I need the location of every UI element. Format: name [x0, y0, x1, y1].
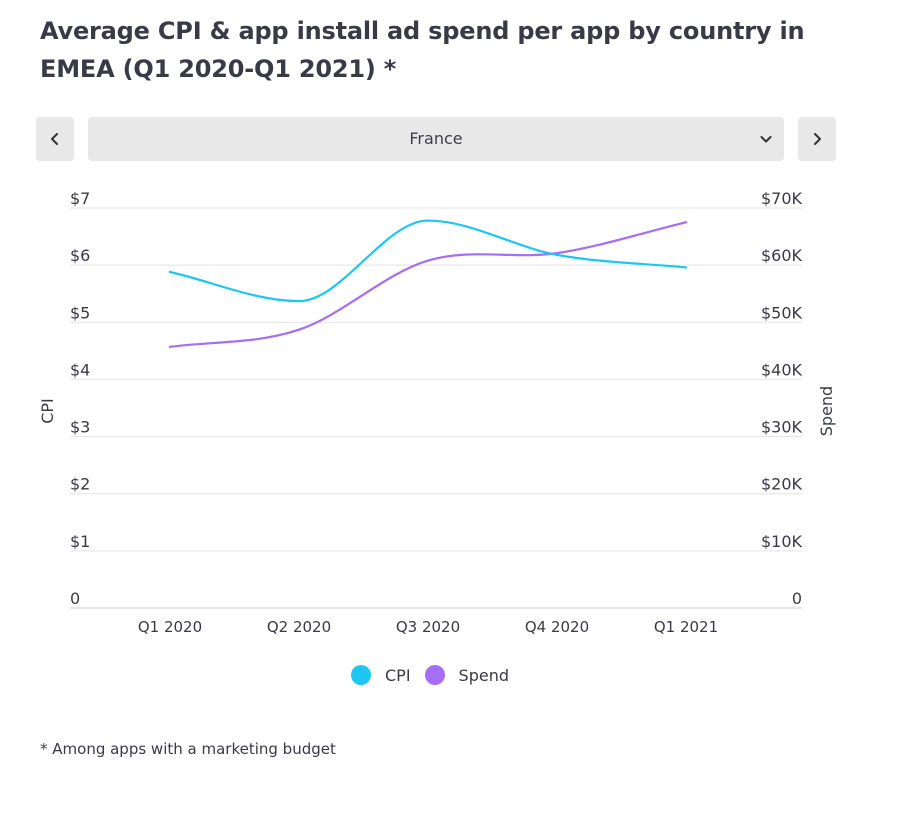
x-tick-label: Q2 2020 [267, 618, 331, 636]
chevron-right-icon [814, 133, 821, 145]
data-point-cpi [684, 266, 688, 269]
series-line-spend [168, 221, 688, 348]
data-point-spend [168, 345, 172, 349]
previous-country-button[interactable] [36, 117, 74, 161]
x-tick-label: Q3 2020 [396, 618, 460, 636]
y-left-tick-label: $7 [70, 189, 90, 208]
country-dropdown[interactable]: France [88, 117, 784, 161]
legend-swatch-spend [424, 665, 445, 685]
data-point-cpi [297, 299, 301, 303]
legend-item-cpi[interactable]: CPI [351, 665, 411, 685]
y-left-tick-label: $4 [70, 360, 90, 379]
y-left-tick-label: $6 [70, 246, 90, 265]
x-tick-label: Q4 2020 [525, 618, 589, 636]
y-left-tick-label: $5 [70, 303, 90, 322]
chevron-left-icon [51, 133, 58, 145]
data-point-spend [684, 221, 688, 224]
y-right-tick-label: $60K [761, 246, 803, 265]
y-right-tick-label: $40K [761, 360, 803, 379]
y-right-tick-label: $10K [761, 532, 803, 551]
y-left-tick-label: $2 [70, 475, 90, 494]
y-left-tick-label: 0 [70, 589, 80, 608]
legend-label-spend: Spend [458, 665, 509, 685]
data-point-cpi [555, 253, 559, 257]
chart-title: Average CPI & app install ad spend per a… [40, 17, 805, 83]
y-right-axis-title: Spend [817, 386, 836, 436]
country-dropdown-value: France [409, 129, 463, 148]
cpi-spend-line-chart: 0 $1 $2 $3 $4 $5 $6 $7 0 $10K $20K $30K $40K $50K $60K… [38, 189, 836, 636]
data-point-spend [297, 328, 301, 331]
y-right-tick-label: $50K [761, 303, 803, 322]
legend-item-spend[interactable]: Spend [424, 665, 509, 685]
y-right-tick-label: 0 [792, 589, 802, 608]
data-point-cpi [426, 219, 430, 222]
data-point-spend [426, 259, 430, 262]
y-left-tick-label: $3 [70, 418, 90, 437]
x-tick-label: Q1 2020 [138, 618, 202, 636]
footnote: * Among apps with a marketing budget [40, 740, 336, 758]
chart-legend: CPI Spend [0, 665, 860, 685]
y-right-tick-label: $20K [761, 475, 803, 494]
y-left-axis-title: CPI [38, 398, 57, 424]
legend-label-cpi: CPI [385, 665, 411, 685]
x-tick-label: Q1 2021 [654, 618, 718, 636]
next-country-button[interactable] [798, 117, 836, 161]
y-right-tick-label: $70K [761, 189, 803, 208]
legend-swatch-cpi [351, 665, 371, 685]
y-right-tick-label: $30K [761, 418, 803, 437]
y-left-tick-label: $1 [70, 532, 90, 551]
chevron-down-icon [760, 136, 772, 143]
data-point-cpi [168, 270, 172, 274]
